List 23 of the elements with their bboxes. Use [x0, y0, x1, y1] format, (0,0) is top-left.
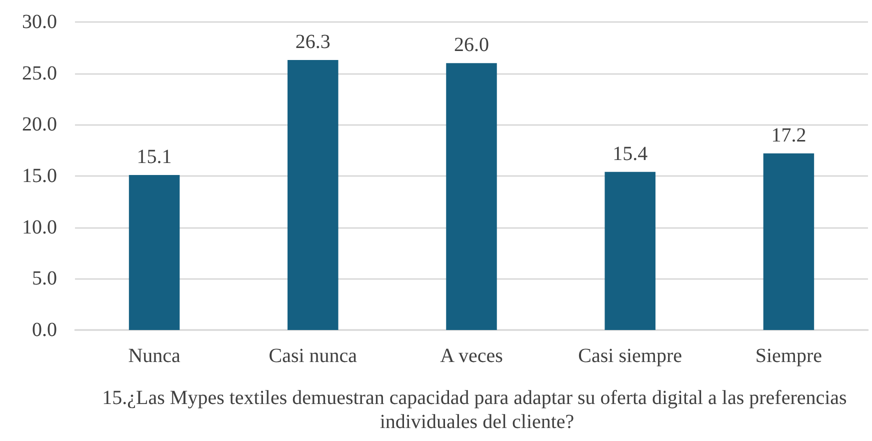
- y-tick-label: 10.0: [22, 216, 57, 238]
- y-tick-label: 30.0: [22, 11, 57, 33]
- bar: [288, 60, 338, 330]
- data-label: 26.0: [454, 34, 489, 56]
- y-tick-label: 15.0: [22, 165, 57, 187]
- bar: [128, 174, 180, 330]
- bar: [763, 153, 814, 330]
- bar: [446, 63, 497, 330]
- y-tick-label: 25.0: [22, 62, 57, 84]
- x-axis-title: 15.¿Las Mypes textiles demuestran capacidad para adaptar su oferta digital a las preferencias individuales del cliente?: [102, 387, 852, 433]
- y-tick-label: 0.0: [32, 319, 57, 341]
- x-tick-label: Casi nunca: [268, 345, 358, 367]
- data-label: 17.2: [771, 124, 806, 146]
- data-label: 15.4: [612, 142, 648, 165]
- x-tick-label: Nunca: [128, 345, 181, 367]
- data-label: 26.3: [295, 30, 330, 53]
- y-tick-label: 20.0: [22, 114, 57, 136]
- x-tick-label: Casi siempre: [578, 345, 682, 367]
- data-label: 15.1: [136, 146, 172, 168]
- bar: [604, 172, 656, 330]
- x-tick-label: Siempre: [755, 345, 822, 367]
- x-tick-label: A veces: [440, 345, 504, 367]
- y-tick-label: 5.0: [32, 268, 57, 290]
